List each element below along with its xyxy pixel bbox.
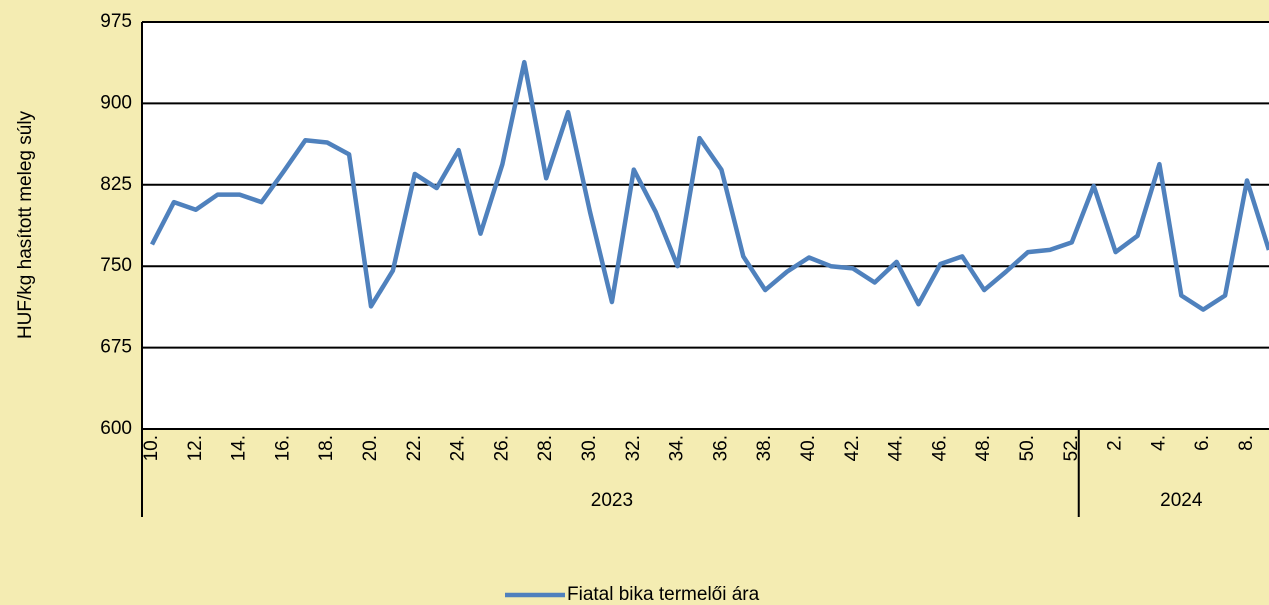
x-tick-label: 38. bbox=[754, 435, 775, 461]
y-tick-label: 750 bbox=[100, 255, 132, 276]
x-tick-label: 50. bbox=[1017, 435, 1038, 461]
y-tick-label: 600 bbox=[100, 418, 132, 439]
x-tick-label: 8. bbox=[1236, 435, 1257, 451]
x-tick-label: 18. bbox=[316, 435, 337, 461]
y-tick-label: 675 bbox=[100, 337, 132, 358]
x-tick-label: 24. bbox=[448, 435, 469, 461]
x-tick-label: 30. bbox=[579, 435, 600, 461]
y-tick-label: 825 bbox=[100, 174, 132, 195]
x-tick-label: 52. bbox=[1061, 435, 1082, 461]
x-tick-label: 44. bbox=[886, 435, 907, 461]
x-tick-label: 40. bbox=[798, 435, 819, 461]
x-tick-label: 26. bbox=[491, 435, 512, 461]
x-tick-label: 10. bbox=[141, 435, 162, 461]
x-tick-label: 48. bbox=[973, 435, 994, 461]
plot-area bbox=[142, 22, 1269, 429]
y-tick-label: 975 bbox=[100, 11, 132, 32]
x-tick-label: 2. bbox=[1105, 435, 1126, 451]
x-tick-label: 42. bbox=[842, 435, 863, 461]
x-tick-label: 6. bbox=[1192, 435, 1213, 451]
group-label: 2023 bbox=[591, 490, 633, 511]
x-tick-label: 22. bbox=[404, 435, 425, 461]
x-tick-label: 16. bbox=[272, 435, 293, 461]
x-tick-label: 36. bbox=[710, 435, 731, 461]
legend-label: Fiatal bika termelői ára bbox=[567, 584, 760, 605]
y-tick-label: 900 bbox=[100, 92, 132, 113]
x-tick-label: 46. bbox=[929, 435, 950, 461]
group-label: 2024 bbox=[1160, 490, 1203, 511]
x-tick-label: 12. bbox=[185, 435, 206, 461]
x-tick-label: 14. bbox=[229, 435, 250, 461]
x-tick-label: 34. bbox=[667, 435, 688, 461]
x-tick-label: 4. bbox=[1148, 435, 1169, 451]
data-line bbox=[150, 59, 1269, 312]
x-tick-label: 28. bbox=[535, 435, 556, 461]
x-tick-label: 32. bbox=[623, 435, 644, 461]
x-tick-label: 20. bbox=[360, 435, 381, 461]
y-axis-label: HUF/kg hasított meleg súly bbox=[15, 110, 36, 339]
